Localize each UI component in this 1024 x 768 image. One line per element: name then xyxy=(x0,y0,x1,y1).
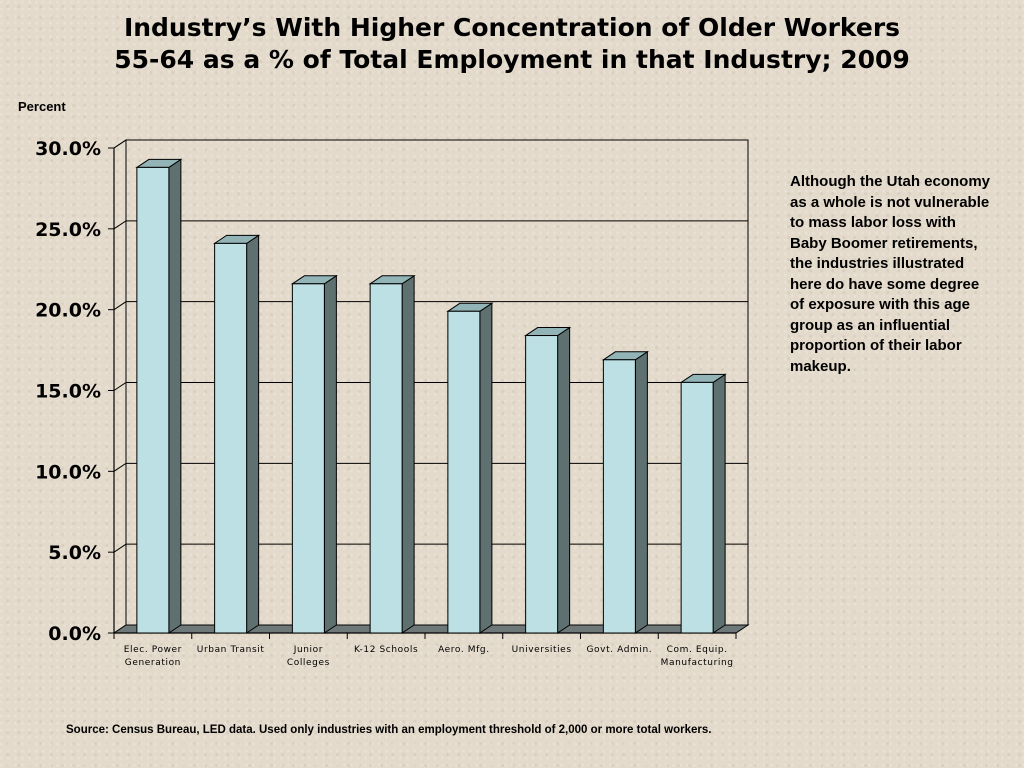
bar-side xyxy=(479,302,493,634)
gridline xyxy=(113,543,748,553)
y-tick-label: 30.0% xyxy=(35,138,101,160)
x-tick-label: Govt. Admin. xyxy=(586,645,652,655)
source-note: Source: Census Bureau, LED data. Used on… xyxy=(66,724,712,736)
y-tick-label: 15.0% xyxy=(35,381,101,403)
y-axis-unit-label: Percent xyxy=(18,99,66,114)
bar-side xyxy=(712,373,726,634)
y-tick-label: 10.0% xyxy=(35,461,101,483)
chart-title-line-2: 55-64 as a % of Total Employment in that… xyxy=(114,45,910,74)
x-tick-label: Manufacturing xyxy=(661,658,734,668)
bar-side xyxy=(168,158,182,634)
y-tick-label: 0.0% xyxy=(48,623,101,645)
gridline xyxy=(113,462,748,472)
gridline xyxy=(113,220,748,230)
gridline xyxy=(113,301,748,311)
x-tick-label: Generation xyxy=(125,658,181,668)
gridline xyxy=(113,139,748,149)
bar xyxy=(602,359,636,634)
chart-title-line-1: Industry’s With Higher Concentration of … xyxy=(123,13,901,42)
bar-side xyxy=(557,326,571,634)
bar xyxy=(214,242,248,634)
bar-side xyxy=(323,274,337,634)
bar-side xyxy=(246,234,260,634)
x-tick-label: Urban Transit xyxy=(197,645,265,655)
x-tick-label: Elec. Power xyxy=(124,645,182,655)
bar xyxy=(136,166,170,634)
plot-floor xyxy=(112,624,750,634)
gridline xyxy=(113,382,748,391)
y-tick-label: 20.0% xyxy=(35,300,101,322)
y-tick-label: 5.0% xyxy=(48,542,101,564)
x-tick-label: Com. Equip. xyxy=(667,645,728,655)
x-tick-label: K-12 Schools xyxy=(354,645,418,655)
bar-side xyxy=(634,350,648,634)
x-tick-label: Universities xyxy=(512,645,572,655)
x-tick-label: Aero. Mfg. xyxy=(438,645,490,655)
bar xyxy=(680,381,714,634)
y-tick-label: 25.0% xyxy=(35,219,101,241)
x-tick-label: Junior xyxy=(293,645,323,655)
bar xyxy=(525,335,559,634)
x-tick-label: Colleges xyxy=(287,658,330,668)
annotation-note: Although the Utah economy as a whole is … xyxy=(790,173,990,375)
bar xyxy=(291,283,325,634)
bar-side xyxy=(401,274,415,634)
bar xyxy=(447,310,481,634)
bar xyxy=(369,283,403,634)
chart-title: Industry’s With Higher Concentration of … xyxy=(0,12,1024,76)
